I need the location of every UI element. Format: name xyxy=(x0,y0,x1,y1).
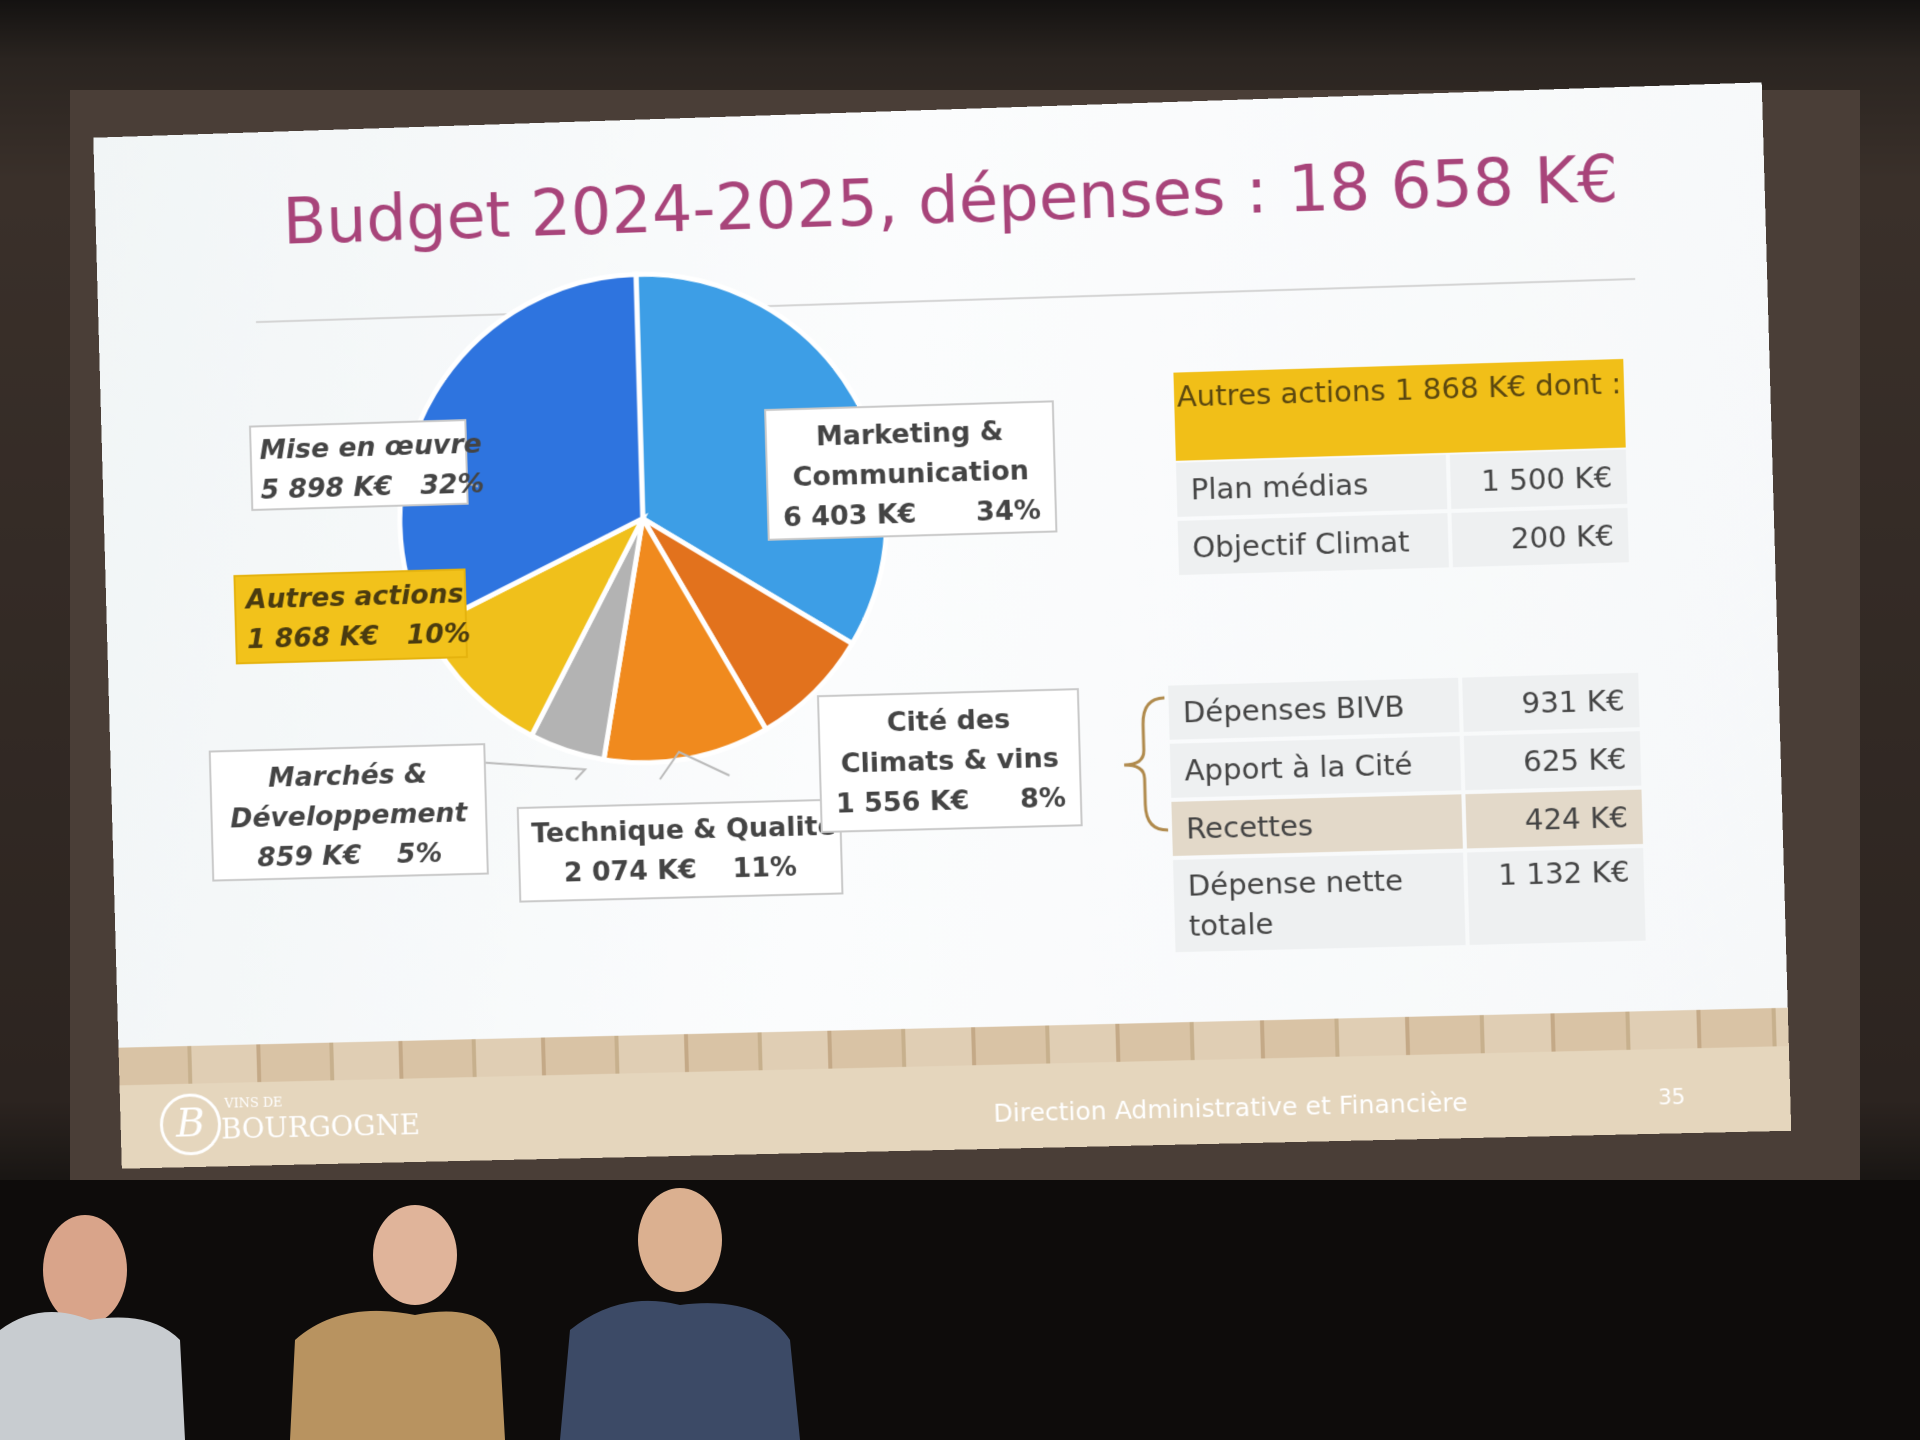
label-marches-line1: Marchés & xyxy=(225,754,471,800)
cite-detail-table: Dépenses BIVB 931 K€ Apport à la Cité 62… xyxy=(1164,669,1650,957)
table-row: Dépenses BIVB 931 K€ xyxy=(1168,673,1640,740)
table-cell-label: Apport à la Cité xyxy=(1170,736,1462,798)
label-autres-pct: 10% xyxy=(406,614,471,656)
label-technique: Technique & Qualité 2 074 K€ 11% xyxy=(517,799,844,903)
table-row: Objectif Climat 200 K€ xyxy=(1178,508,1629,575)
label-tech-pct: 11% xyxy=(732,848,797,890)
label-cite-pct: 8% xyxy=(1019,779,1066,820)
table-cell-value: 424 K€ xyxy=(1465,790,1643,849)
autres-detail-table: Plan médias 1 500 K€ Objectif Climat 200… xyxy=(1172,445,1633,579)
table-cell-value: 1 132 K€ xyxy=(1467,848,1646,945)
label-autres-amount: 1 868 K€ xyxy=(247,617,380,660)
label-mise-en-oeuvre: Mise en œuvre 5 898 K€ 32% xyxy=(249,419,469,511)
label-cite: Cité des Climats & vins 1 556 K€ 8% xyxy=(817,688,1083,833)
label-marches: Marchés & Développement 859 K€ 5% xyxy=(209,743,489,881)
label-autres-actions: Autres actions 1 868 K€ 10% xyxy=(233,568,468,664)
page-number: 35 xyxy=(1658,1085,1686,1110)
table-cell-label: Objectif Climat xyxy=(1178,513,1450,575)
table-cell-label: Recettes xyxy=(1171,794,1463,856)
logo-small-text: VINS DE xyxy=(224,1095,282,1111)
label-marches-amount: 859 K€ xyxy=(257,836,362,878)
table-row: Dépense nette totale 1 132 K€ xyxy=(1173,848,1646,952)
table-cell-value: 931 K€ xyxy=(1462,673,1640,732)
stage-floor xyxy=(0,1180,1920,1440)
logo-big-text: BOURGOGNE xyxy=(221,1108,421,1145)
label-cite-amount: 1 556 K€ xyxy=(835,781,970,824)
table-cell-value: 625 K€ xyxy=(1464,731,1642,790)
label-autres-name: Autres actions xyxy=(245,575,454,621)
table-cell-value: 1 500 K€ xyxy=(1450,450,1627,509)
label-mkt-amount: 6 403 K€ xyxy=(783,495,917,539)
label-mise-name: Mise en œuvre xyxy=(259,425,458,471)
autres-table-header: Autres actions 1 868 K€ dont : xyxy=(1173,359,1625,461)
label-mkt-pct: 34% xyxy=(976,491,1042,533)
label-marches-pct: 5% xyxy=(396,834,442,875)
table-row: Recettes 424 K€ xyxy=(1171,790,1643,856)
label-cite-line2: Climats & vins xyxy=(834,739,1065,785)
table-cell-value: 200 K€ xyxy=(1452,508,1629,567)
label-marches-line2: Développement xyxy=(226,793,472,839)
label-cite-line1: Cité des xyxy=(833,699,1064,745)
presentation-slide: Budget 2024-2025, dépenses : 18 658 K€ M… xyxy=(93,82,1791,1168)
table-row: Apport à la Cité 625 K€ xyxy=(1170,731,1642,798)
label-marketing: Marketing & Communication 6 403 K€ 34% xyxy=(764,400,1057,540)
table-row: Plan médias 1 500 K€ xyxy=(1176,450,1627,517)
audience-panel xyxy=(0,1180,1920,1440)
label-tech-amount: 2 074 K€ xyxy=(563,850,697,893)
table-cell-label: Dépenses BIVB xyxy=(1168,678,1460,740)
label-mise-amount: 5 898 K€ xyxy=(260,467,393,511)
label-mise-pct: 32% xyxy=(420,464,485,506)
table-cell-label: Plan médias xyxy=(1176,455,1448,517)
table-cell-label: Dépense nette totale xyxy=(1173,853,1466,953)
